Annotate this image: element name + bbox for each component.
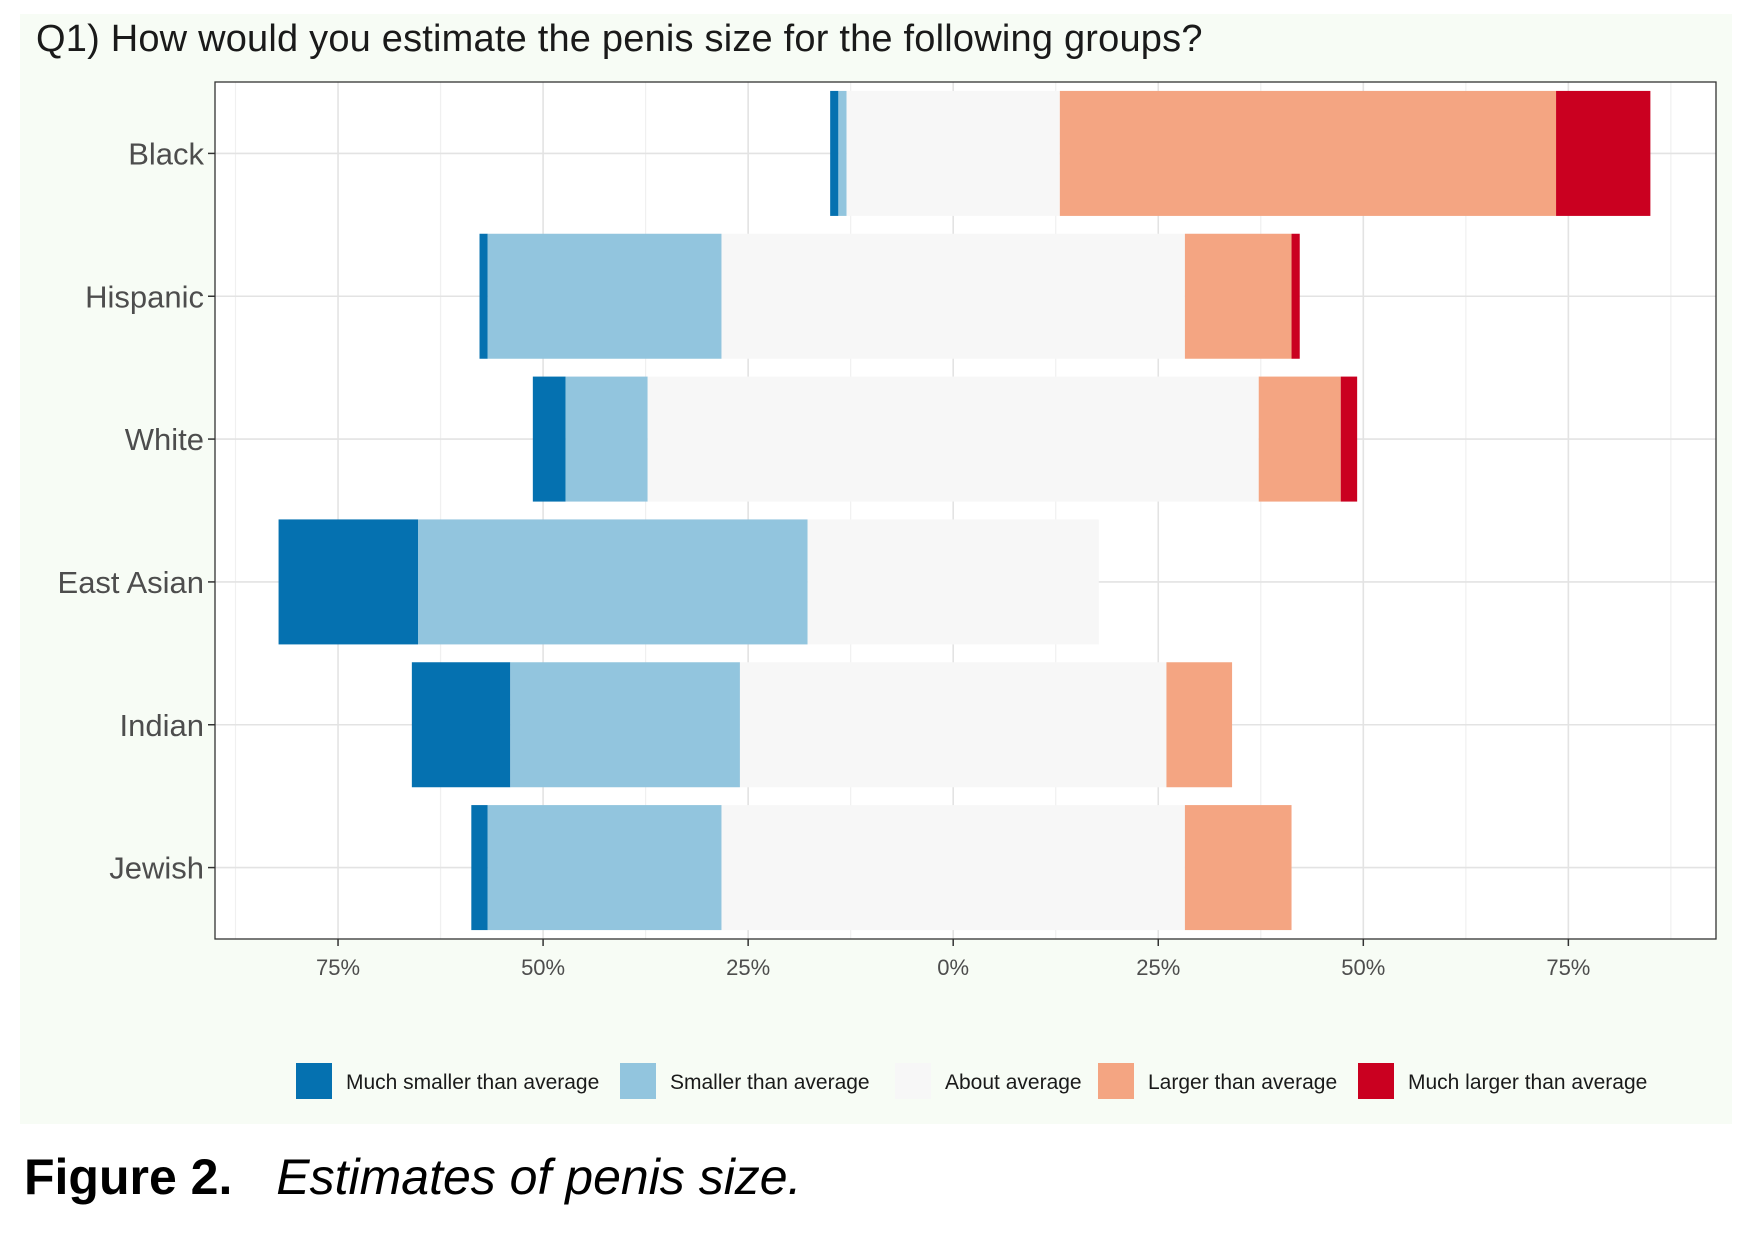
- bar-segment: [479, 233, 488, 359]
- y-tick-label: Indian: [120, 708, 204, 743]
- bar-segment: [411, 662, 511, 788]
- x-tick-label: 50%: [1341, 955, 1385, 980]
- legend-label: Larger than average: [1148, 1071, 1337, 1094]
- bar-segment: [1184, 805, 1292, 931]
- bar-segment: [532, 376, 566, 502]
- bar-segment: [838, 90, 847, 216]
- figure-caption: Figure 2. Estimates of penis size.: [24, 1148, 802, 1206]
- bar-segment: [721, 805, 1185, 931]
- figure-label: Figure 2.: [24, 1149, 233, 1205]
- plot-border: [214, 81, 1717, 940]
- legend-label: About average: [945, 1071, 1082, 1094]
- y-tick-label: Jewish: [109, 851, 204, 886]
- bar-segment: [1340, 376, 1358, 502]
- bar-segment: [418, 519, 808, 645]
- bar-segment: [647, 376, 1259, 502]
- bar-segment: [846, 90, 1060, 216]
- x-tick-label: 75%: [1546, 955, 1590, 980]
- y-tick-label: White: [125, 422, 204, 457]
- y-tick-label: Black: [128, 136, 204, 171]
- legend-key: [895, 1063, 931, 1099]
- x-tick-label: 25%: [726, 955, 770, 980]
- legend-key: [1358, 1063, 1394, 1099]
- bar-segment: [807, 519, 1099, 645]
- legend-key: [296, 1063, 332, 1099]
- legend-label: Much larger than average: [1408, 1071, 1647, 1094]
- legend-key: [1098, 1063, 1134, 1099]
- chart-title: Q1) How would you estimate the penis siz…: [36, 18, 1203, 60]
- bar-segment: [721, 233, 1185, 359]
- bar-segment: [565, 376, 648, 502]
- x-tick-label: 0%: [937, 955, 969, 980]
- bar-segment: [739, 662, 1167, 788]
- bar-segment: [471, 805, 488, 931]
- figure-text: Estimates of penis size.: [276, 1149, 802, 1205]
- legend-label: Much smaller than average: [346, 1071, 599, 1094]
- bar-segment: [1059, 90, 1557, 216]
- bar-segment: [1166, 662, 1233, 788]
- bar-segment: [510, 662, 740, 788]
- bar-segment: [1184, 233, 1292, 359]
- bar-segment: [830, 90, 839, 216]
- bar-segment: [278, 519, 419, 645]
- bar-segment: [487, 805, 722, 931]
- x-tick-label: 75%: [316, 955, 360, 980]
- diverging-stacked-bar-chart: Black Hispanic White East Asian Indian Jewish…: [58, 81, 1717, 1099]
- y-tick-label: East Asian: [58, 565, 204, 600]
- bar-segment: [1258, 376, 1341, 502]
- bar-segment: [487, 233, 722, 359]
- y-tick-label: Hispanic: [85, 279, 204, 314]
- legend-key: [620, 1063, 656, 1099]
- x-tick-label: 25%: [1136, 955, 1180, 980]
- bar-segment: [1291, 233, 1300, 359]
- x-tick-label: 50%: [521, 955, 565, 980]
- bar-segment: [1556, 90, 1651, 216]
- legend-label: Smaller than average: [670, 1071, 870, 1094]
